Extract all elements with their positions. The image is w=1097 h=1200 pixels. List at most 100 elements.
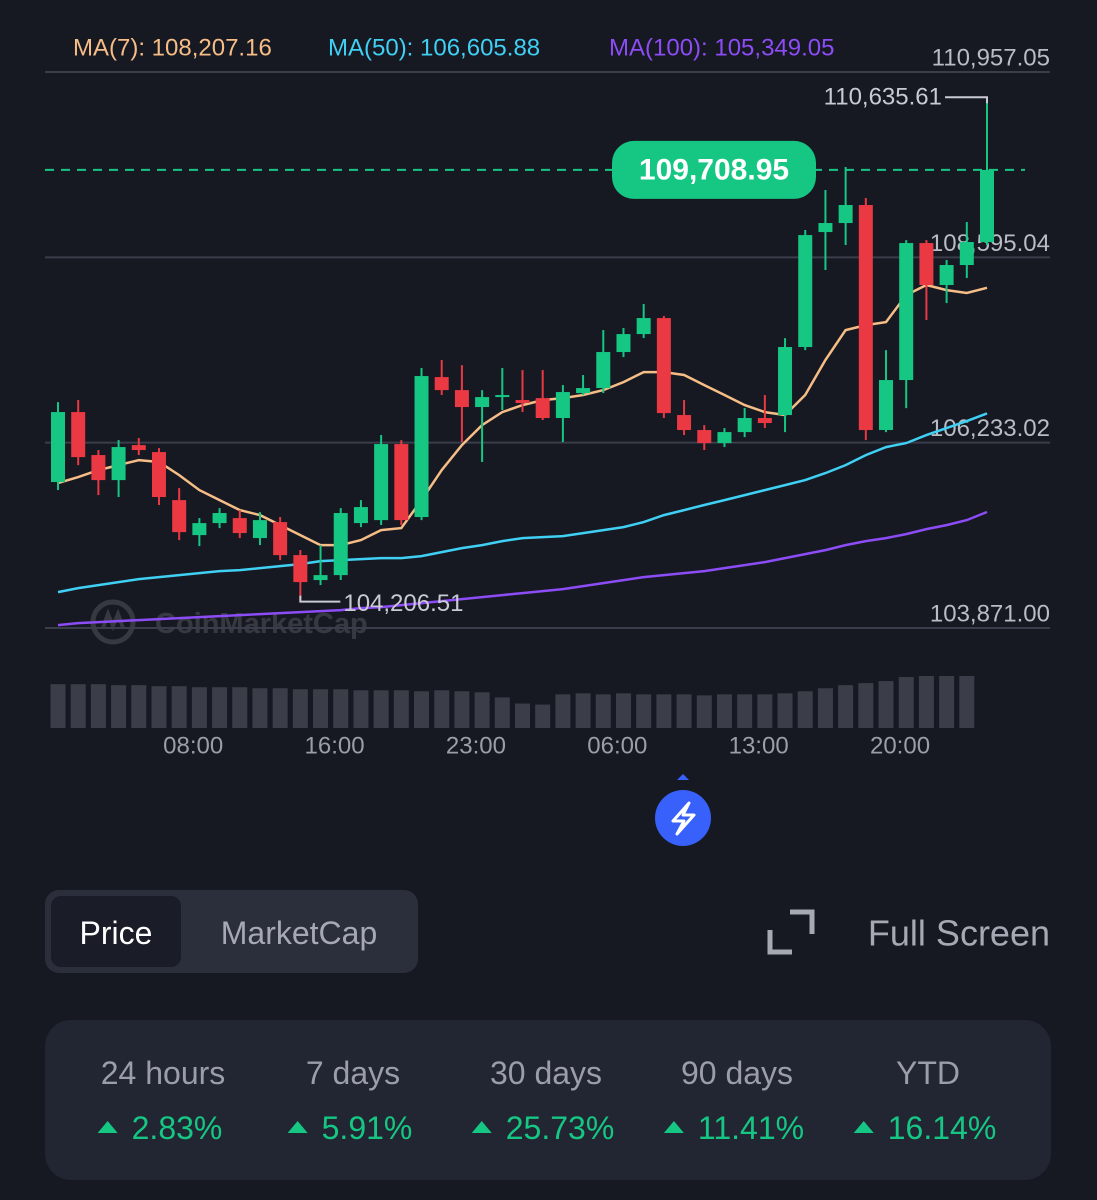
x-tick-label: 16:00: [305, 733, 365, 760]
volume-bar: [676, 694, 692, 728]
volume-bar: [272, 688, 288, 728]
period-label: 24 hours: [101, 1055, 226, 1091]
change-value: 25.73%: [506, 1110, 615, 1146]
candle-body: [434, 377, 449, 391]
volume-bar: [232, 687, 248, 728]
icon-corner: [767, 930, 792, 955]
volume-bar: [515, 703, 530, 728]
volume-bar: [878, 681, 894, 728]
volume-bar: [696, 695, 712, 728]
volume-bar: [636, 694, 652, 728]
candle-body: [252, 520, 267, 539]
candle-body: [151, 452, 166, 498]
period-label: 90 days: [681, 1055, 793, 1091]
x-tick-label: 08:00: [163, 733, 223, 760]
period-label: 7 days: [306, 1055, 400, 1091]
volume-bar: [151, 686, 167, 728]
candle-body: [636, 318, 651, 335]
lightning-icon: [671, 801, 696, 836]
change-arrow: [853, 1121, 874, 1133]
volume-bar: [212, 687, 228, 728]
y-tick-label: 110,957.05: [932, 45, 1050, 72]
candle-body: [576, 388, 591, 394]
candle-body: [131, 445, 146, 451]
price-tag-label: 109,708.95: [639, 153, 789, 186]
volume-bar: [838, 685, 854, 728]
icon-corner: [790, 909, 815, 934]
x-tick-label: 23:00: [446, 733, 506, 760]
candle-body: [818, 223, 833, 233]
candle-body: [394, 444, 409, 521]
candle-body: [778, 347, 793, 416]
candle-body: [899, 243, 914, 381]
volume-bar: [555, 694, 571, 728]
volume-bar: [171, 686, 187, 728]
volume-bar: [111, 685, 127, 728]
full-screen-button[interactable]: Full Screen: [868, 913, 1050, 954]
volume-bar: [353, 690, 369, 728]
volume-bar: [50, 684, 66, 728]
low-pointer: [299, 595, 341, 603]
lightning-circle[interactable]: [655, 790, 711, 846]
change-arrow: [287, 1121, 308, 1133]
candle-body: [535, 398, 550, 419]
volume-bar: [898, 677, 914, 728]
candle-body: [980, 169, 994, 243]
ma-line: [57, 412, 988, 594]
change-value: 11.41%: [698, 1110, 804, 1146]
volume-bar: [737, 694, 753, 728]
volume-bar: [757, 694, 773, 728]
candle-body: [656, 318, 671, 414]
candle-body: [798, 235, 813, 348]
candle-body: [172, 500, 187, 533]
candle-body: [616, 334, 631, 353]
candle-body: [353, 507, 368, 524]
period-label: 30 days: [490, 1055, 602, 1091]
candle-body: [475, 397, 490, 408]
volume-bar: [858, 683, 874, 728]
candle-body: [858, 205, 873, 431]
change-value: 5.91%: [322, 1110, 413, 1146]
candle-body: [515, 400, 530, 404]
candle-body: [757, 418, 772, 424]
high-pointer: [945, 96, 988, 104]
y-tick-label: 106,233.02: [930, 415, 1050, 442]
volume-bar: [474, 692, 490, 728]
volume-bar: [333, 689, 349, 728]
full-screen-icon[interactable]: [767, 909, 815, 955]
candle-body: [959, 242, 974, 266]
volume-bar: [252, 688, 268, 728]
candle-body: [293, 555, 308, 583]
tab-marketcap[interactable]: MarketCap: [221, 915, 378, 951]
x-tick-label: 20:00: [870, 733, 930, 760]
change-arrow: [471, 1121, 492, 1133]
volume-bar: [393, 690, 409, 728]
volume-bar: [918, 676, 934, 728]
candle-body: [939, 265, 954, 286]
period-label: YTD: [896, 1055, 960, 1091]
volume-bar: [777, 693, 793, 728]
volume-bar: [817, 688, 833, 728]
candle-body: [879, 380, 894, 431]
volume-bar: [494, 697, 510, 728]
candle-body: [111, 447, 126, 481]
candle-body: [192, 523, 207, 536]
tab-price[interactable]: Price: [80, 915, 153, 951]
volume-bar: [70, 684, 86, 728]
volume-bar: [292, 689, 308, 728]
volume-bar: [454, 691, 470, 728]
volume-bar: [313, 689, 329, 728]
candle-body: [232, 518, 247, 534]
candle-body: [697, 430, 712, 444]
volume-bar: [939, 676, 955, 728]
candle-body: [71, 412, 86, 458]
candle-body: [414, 376, 429, 518]
volume-bar: [414, 691, 430, 728]
candle-body: [737, 418, 752, 433]
price-tag: [612, 140, 816, 199]
legend-entry: MA(100): 105,349.05: [609, 35, 834, 62]
volume-bar: [575, 693, 591, 728]
lightning-button[interactable]: [655, 774, 711, 846]
candle-body: [838, 205, 853, 224]
